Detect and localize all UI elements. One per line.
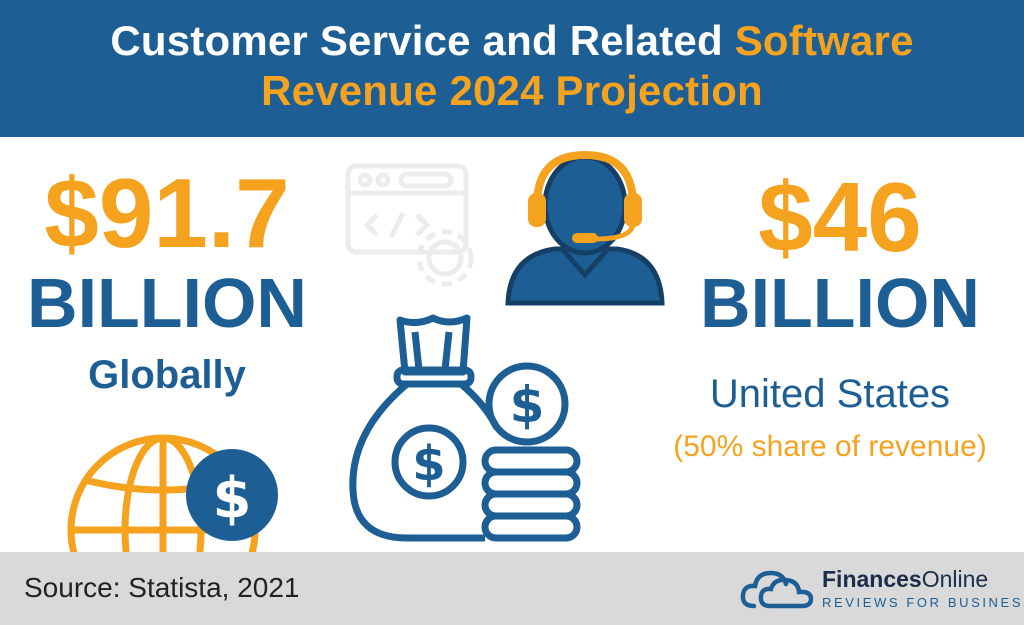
headset-agent-icon <box>505 150 665 306</box>
logo-tagline: REVIEWS FOR BUSINESS <box>822 595 1024 610</box>
header-banner: Customer Service and Related Software Re… <box>0 0 1024 137</box>
us-note: (50% share of revenue) <box>673 430 987 463</box>
title-line-1: Customer Service and Related Software <box>0 16 1024 66</box>
us-value: $46 <box>758 162 922 272</box>
logo-light: Online <box>921 566 989 592</box>
svg-text:$: $ <box>510 376 545 434</box>
source-text: Source: Statista, 2021 <box>24 572 300 603</box>
global-value: $91.7 <box>44 158 290 268</box>
global-label: Globally <box>88 353 246 397</box>
title-line-2: Revenue 2024 Projection <box>261 67 763 114</box>
logo-wordmark: FinancesOnline <box>822 566 988 593</box>
footer-bar: Source: Statista, 2021 FinancesOnline RE… <box>0 552 1024 625</box>
title-accent-1: Software <box>734 17 914 64</box>
logo-bold: Finances <box>822 566 922 592</box>
cloud-logo-icon <box>740 570 814 609</box>
financesonline-logo[interactable]: FinancesOnline REVIEWS FOR BUSINESS <box>740 564 1024 616</box>
money-bag-coins-icon: $ $ <box>349 314 581 542</box>
svg-text:$: $ <box>213 466 252 531</box>
us-label: United States <box>709 372 951 416</box>
title-part-1: Customer Service and Related <box>110 17 735 64</box>
code-window-gear-icon <box>345 163 474 287</box>
us-unit: BILLION <box>700 264 980 342</box>
svg-text:$: $ <box>412 436 445 492</box>
globe-dollar-icon: $ <box>67 434 278 552</box>
global-unit: BILLION <box>27 264 307 342</box>
main-content: $91.7 BILLION Globally $ <box>0 137 1024 552</box>
